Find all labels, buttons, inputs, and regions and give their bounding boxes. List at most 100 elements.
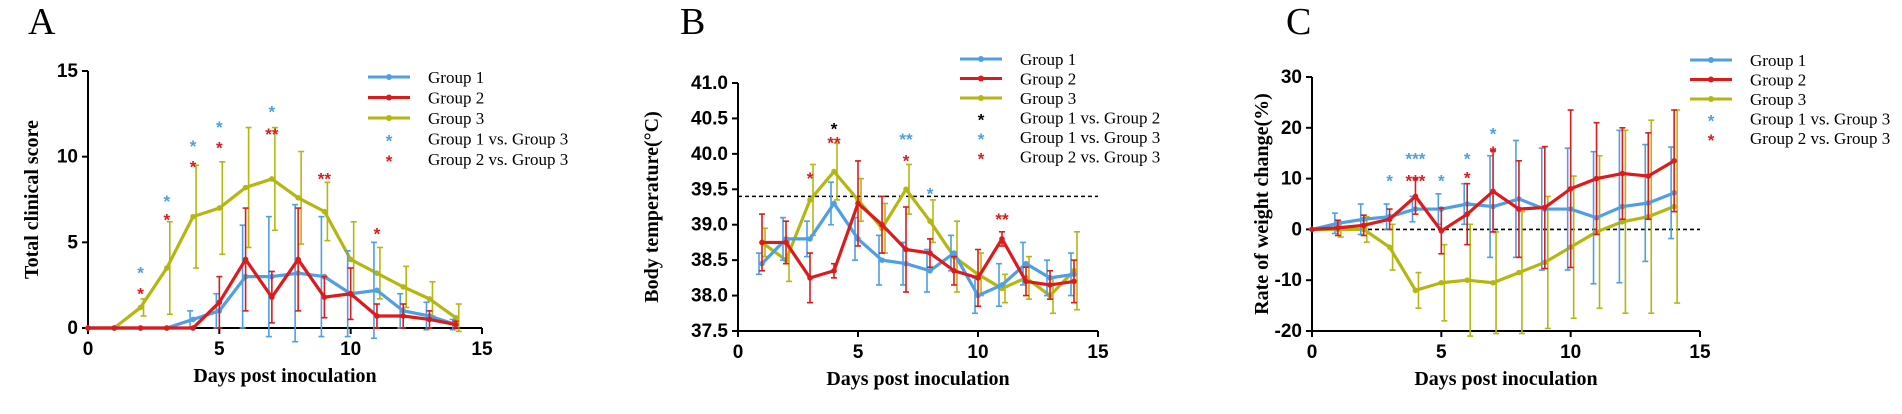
data-point — [1671, 158, 1677, 164]
significance-marker: * — [807, 169, 814, 188]
significance-marker: * — [163, 192, 170, 211]
data-point — [975, 275, 981, 281]
y-axis-title: Rate of weight change(%) — [1251, 93, 1273, 315]
data-point — [1335, 225, 1341, 231]
significance-marker: * — [831, 120, 838, 139]
data-point — [347, 256, 354, 263]
x-tick-label: 10 — [1560, 342, 1581, 363]
significance-marker: ** — [827, 134, 841, 153]
y-tick-label: 20 — [1281, 118, 1302, 139]
x-axis-title: Days post inoculation — [826, 368, 1009, 390]
data-point — [111, 325, 118, 331]
y-tick-label: 10 — [57, 147, 78, 168]
significance-marker: * — [190, 137, 197, 156]
legend-label: Group 3 — [1020, 89, 1076, 108]
series-line — [762, 201, 1075, 287]
legend-label: Group 2 — [428, 89, 484, 108]
data-point — [295, 256, 301, 263]
data-point — [137, 325, 144, 331]
legend-star: * — [978, 150, 985, 169]
series-group-2 — [1309, 109, 1678, 270]
data-point — [347, 290, 354, 297]
data-point — [951, 267, 957, 274]
data-point — [879, 257, 885, 263]
y-tick-label: 40.5 — [691, 108, 728, 129]
data-point — [1464, 277, 1470, 284]
panel-letter: A — [28, 1, 56, 43]
legend-label: Group 1 vs. Group 3 — [1750, 110, 1890, 129]
significance-marker: * — [190, 158, 197, 177]
data-point — [164, 325, 170, 331]
data-point — [190, 325, 196, 331]
data-point — [269, 176, 275, 182]
significance-marker: * — [137, 284, 144, 303]
legend-marker — [978, 56, 984, 62]
data-point — [426, 296, 433, 302]
chart-panel-b: B 37.5 38.0 38.5 39.0 39.5 40.0 40.5 41.0 0 5 10 15 D… — [641, 1, 1160, 390]
x-tick-label: 15 — [471, 339, 493, 360]
data-point — [242, 184, 249, 191]
series-group-3 — [1309, 109, 1681, 337]
data-point — [1593, 175, 1600, 182]
significance-marker: * — [216, 139, 223, 158]
data-point — [759, 239, 765, 246]
data-point — [164, 265, 170, 271]
data-point — [1438, 279, 1445, 286]
data-point — [190, 213, 196, 220]
legend-label: Group 2 vs. Group 3 — [1020, 148, 1160, 167]
series-line — [761, 169, 1076, 298]
y-tick-label: 39.0 — [691, 215, 728, 236]
chart-panel-c: C -20 -10 0 10 20 30 0 5 10 15 Days post inoculatio… — [1251, 1, 1890, 390]
legend-label: Group 3 — [1750, 90, 1806, 109]
x-tick-label: 15 — [1087, 342, 1109, 363]
significance-marker: * — [269, 103, 276, 122]
data-point — [190, 316, 196, 323]
data-point — [216, 299, 223, 306]
legend-label: Group 2 — [1020, 70, 1076, 89]
legend-label: Group 2 vs. Group 3 — [428, 150, 568, 169]
significance-marker: * — [1464, 150, 1471, 169]
data-point — [1516, 269, 1522, 276]
x-axis-title: Days post inoculation — [193, 365, 376, 387]
legend-star: * — [978, 111, 985, 130]
data-point — [1516, 206, 1522, 212]
data-point — [1360, 222, 1367, 229]
significance-marker: * — [137, 264, 144, 283]
significance-marker: *** — [1406, 150, 1426, 169]
x-tick-label: 0 — [733, 342, 744, 363]
y-axis-title: Body temperature(°C) — [641, 111, 663, 302]
legend-marker — [1708, 57, 1714, 63]
y-tick-label: 41.0 — [691, 73, 728, 94]
x-axis-title: Days post inoculation — [1414, 368, 1597, 390]
significance-marker: * — [163, 211, 170, 230]
panel-letter: C — [1286, 1, 1311, 43]
x-tick-label: 5 — [214, 339, 225, 360]
data-point — [1619, 170, 1626, 177]
data-point — [85, 325, 91, 331]
data-point — [879, 221, 885, 228]
significance-marker: *** — [1406, 172, 1426, 191]
legend-marker — [978, 95, 984, 101]
x-tick-label: 5 — [853, 342, 864, 363]
panel-letter: B — [680, 1, 705, 43]
data-point — [1438, 228, 1445, 234]
data-point — [807, 236, 813, 242]
data-point — [1412, 287, 1419, 294]
legend-star: * — [386, 152, 393, 171]
legend-label: Group 1 — [428, 68, 484, 87]
legend-label: Group 2 vs. Group 3 — [1750, 129, 1890, 148]
data-point — [831, 267, 837, 274]
legend-label: Group 1 — [1020, 50, 1076, 69]
data-point — [400, 284, 407, 290]
y-axis-title: Total clinical score — [21, 120, 43, 279]
data-point — [400, 313, 407, 319]
significance-marker: * — [1490, 143, 1497, 162]
y-tick-label: -20 — [1275, 321, 1302, 342]
y-tick-label: 40.0 — [691, 144, 728, 165]
x-tick-label: 0 — [83, 339, 94, 360]
data-point — [855, 200, 861, 207]
